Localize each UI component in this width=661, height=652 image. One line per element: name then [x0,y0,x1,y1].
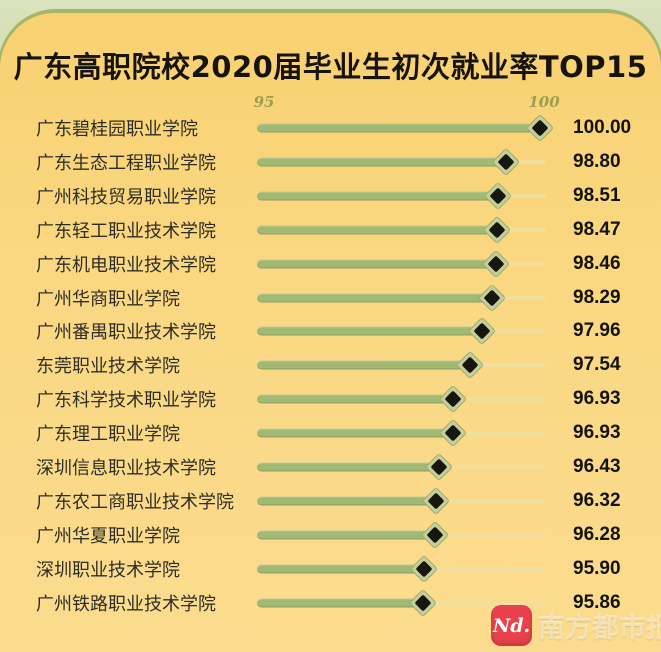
bar [257,530,435,540]
bar [257,428,454,438]
diamond-marker-core [531,119,549,137]
college-name: 深圳职业技术学院 [36,559,180,580]
college-name: 广东碧桂园职业学院 [36,118,198,139]
axis-label-min: 95 [253,93,275,111]
college-name: 广州番禺职业技术学院 [36,322,216,343]
college-name: 东莞职业技术学院 [36,356,180,377]
chart-row: 广东生态工程职业学院 98.80 [0,145,661,179]
diamond-marker-core [487,255,505,273]
bar [257,191,498,201]
value-label: 97.54 [573,354,621,376]
diamond-marker [482,215,511,244]
college-name: 广州科技贸易职业学院 [36,186,216,207]
diamond-marker-core [414,594,432,612]
watermark-label: 南方都市报 [538,613,661,643]
bar [257,496,436,506]
bar [257,564,424,574]
diamond-marker-core [461,356,479,374]
diamond-marker [420,520,449,550]
chart-row: 深圳信息职业技术学院 96.43 [0,450,661,484]
bar [257,123,540,133]
diamond-marker-core [497,153,515,171]
college-name: 广东机电职业技术学院 [36,254,216,275]
college-name: 广州华夏职业学院 [36,526,180,547]
diamond-marker [409,554,439,584]
value-label: 95.90 [573,557,621,579]
chart-row: 广东科学技术职业学院 96.93 [0,382,661,416]
diamond-marker [468,317,497,346]
diamond-marker-core [430,458,448,476]
watermark: Nd. 南方都市报 [491,605,661,646]
chart-row: 深圳职业技术学院 95.90 [0,552,661,586]
bar [257,326,483,336]
bar [257,157,506,167]
diamond-marker-core [483,289,501,307]
college-name: 广东科学技术职业学院 [36,390,216,411]
college-name: 广东生态工程职业学院 [36,152,216,173]
axis-label-max: 100 [528,93,560,111]
college-name: 广东轻工职业技术学院 [36,220,216,241]
diamond-marker [483,181,512,210]
diamond-marker [491,147,521,177]
diamond-marker [438,419,468,448]
value-label: 98.47 [573,218,621,240]
value-label: 100.00 [573,116,632,138]
chart-row: 广东机电职业技术学院 98.46 [0,247,661,281]
college-name: 深圳信息职业技术学院 [36,458,216,479]
chart-row: 广州华商职业学院 98.29 [0,281,661,315]
diamond-marker-core [415,560,433,578]
value-label: 96.28 [573,524,621,546]
chart-row: 广州铁路职业技术学院 95.86 [0,586,661,620]
diamond-marker [456,351,485,380]
value-label: 97.96 [573,320,621,342]
nandu-logo-icon: Nd. [491,605,532,646]
diamond-marker-core [473,322,491,340]
diamond-marker [408,588,437,618]
value-label: 98.80 [573,150,621,172]
value-label: 98.46 [573,252,621,274]
bar [257,360,471,370]
diamond-marker [525,113,555,143]
diamond-marker-core [427,492,445,510]
diamond-marker [421,486,451,516]
bar [257,225,497,235]
diamond-marker-core [426,526,444,544]
diamond-marker-core [489,187,507,205]
chart-row: 广东碧桂园职业学院 100.00 [0,111,661,145]
bar [257,462,439,472]
college-name: 广州铁路职业技术学院 [36,593,216,614]
bar [257,293,492,303]
chart-row: 广东农工商职业技术学院 96.32 [0,484,661,518]
chart-rows: 广东碧桂园职业学院 100.00 广东生态工程职业学院 98.80 广州科技贸易职业学院… [0,111,661,620]
chart-row: 广州华夏职业学院 96.28 [0,518,661,552]
bar [257,598,423,608]
diamond-marker-core [444,390,462,408]
college-name: 广东理工职业学院 [36,424,180,445]
bar [257,259,497,269]
diamond-marker [477,283,506,312]
value-label: 98.29 [573,286,621,308]
diamond-marker [438,385,468,414]
chart-row: 东莞职业技术学院 97.54 [0,348,661,382]
value-label: 96.93 [573,388,621,410]
chart-row: 广东理工职业学院 96.93 [0,416,661,450]
chart-title: 广东高职院校2020届毕业生初次就业率TOP15 [13,50,648,84]
diamond-marker-core [488,221,506,239]
diamond-marker [482,249,511,278]
college-name: 广东农工商职业技术学院 [36,492,234,513]
value-label: 95.86 [573,591,621,613]
diamond-marker-core [444,424,462,442]
chart-row: 广州科技贸易职业学院 98.51 [0,179,661,213]
college-name: 广州华商职业学院 [36,288,180,309]
chart-row: 广东轻工职业技术学院 98.47 [0,213,661,247]
value-label: 96.32 [573,490,621,512]
axis: 95 100 [0,93,661,113]
bar [257,394,454,404]
value-label: 96.93 [573,422,621,444]
value-label: 96.43 [573,456,621,478]
diamond-marker [424,453,454,482]
chart-row: 广州番禺职业技术学院 97.96 [0,315,661,349]
value-label: 98.51 [573,184,621,206]
